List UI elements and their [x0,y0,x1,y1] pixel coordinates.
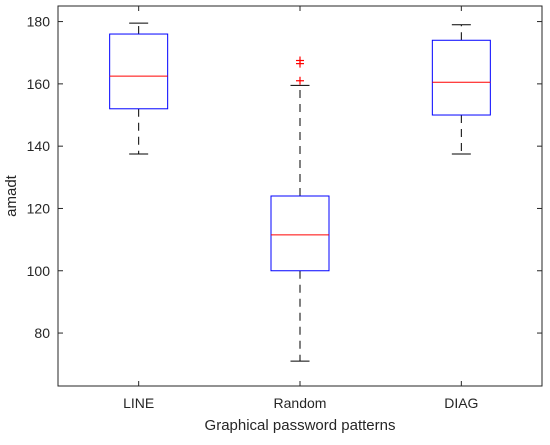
y-tick-label: 160 [27,76,51,92]
box-diag [431,24,491,155]
y-tick-label: 180 [27,14,51,30]
iqr-box [109,33,169,110]
x-tick-label: DIAG [444,395,478,411]
iqr-box [270,195,330,272]
box-line [109,22,169,155]
y-axis-label: amadt [3,174,20,217]
box-random [270,56,330,362]
y-tick-label: 120 [27,200,51,216]
outlier-marker [296,56,304,65]
outlier-marker [296,76,304,85]
x-tick-label: Random [274,395,327,411]
x-tick-label: LINE [123,395,154,411]
box-group [109,22,491,362]
y-tick-label: 100 [27,263,51,279]
iqr-box [431,39,491,116]
x-axis-ticks: LINE Random DIAG [123,6,478,411]
x-axis-label: Graphical password patterns [205,417,396,434]
y-tick-label: 80 [34,325,50,341]
y-tick-label: 140 [27,138,51,154]
y-axis-ticks: 80 100 120 140 160 180 [27,14,542,341]
